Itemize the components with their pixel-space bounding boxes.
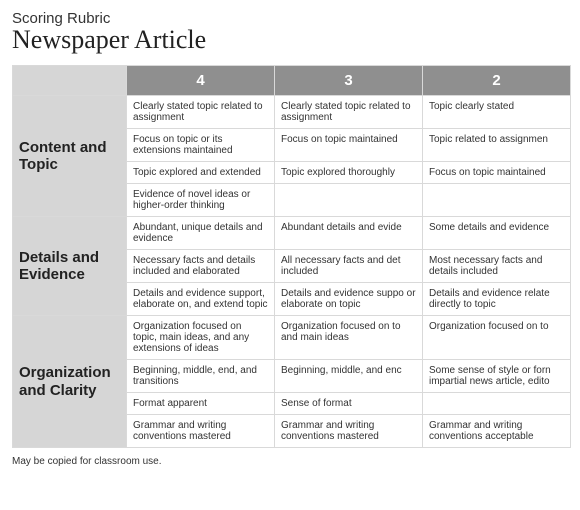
cell: Topic clearly stated — [423, 96, 571, 129]
section-label: Details and Evidence — [13, 217, 127, 316]
cell: Organization focused on to — [423, 316, 571, 360]
cell: Necessary facts and details included and… — [127, 250, 275, 283]
cell: Focus on topic or its extensions maintai… — [127, 129, 275, 162]
score-header-3: 3 — [275, 66, 423, 96]
rubric-body: Content and TopicClearly stated topic re… — [13, 96, 571, 448]
cell: Focus on topic maintained — [275, 129, 423, 162]
cell: Most necessary facts and details include… — [423, 250, 571, 283]
cell: Abundant, unique details and evidence — [127, 217, 275, 250]
cell: Beginning, middle, end, and transitions — [127, 360, 275, 393]
score-header-row: 4 3 2 — [13, 66, 571, 96]
cell — [275, 184, 423, 217]
cell: Organization focused on topic, main idea… — [127, 316, 275, 360]
cell: Topic explored and extended — [127, 162, 275, 184]
cell: Focus on topic maintained — [423, 162, 571, 184]
cell: Grammar and writing conventions mastered — [127, 415, 275, 448]
cell: Format apparent — [127, 393, 275, 415]
cell: Sense of format — [275, 393, 423, 415]
header: Scoring Rubric Newspaper Article — [12, 10, 568, 55]
section-label: Content and Topic — [13, 96, 127, 217]
cell — [423, 184, 571, 217]
cell: All necessary facts and det included — [275, 250, 423, 283]
cell: Details and evidence support, elaborate … — [127, 283, 275, 316]
table-row: Details and EvidenceAbundant, unique det… — [13, 217, 571, 250]
cell: Abundant details and evide — [275, 217, 423, 250]
score-header-4: 4 — [127, 66, 275, 96]
cell: Grammar and writing conventions mastered — [275, 415, 423, 448]
cell: Some details and evidence — [423, 217, 571, 250]
cell: Grammar and writing conventions acceptab… — [423, 415, 571, 448]
footer-note: May be copied for classroom use. — [12, 456, 568, 467]
cell: Beginning, middle, and enc — [275, 360, 423, 393]
section-label: Organization and Clarity — [13, 316, 127, 448]
cell: Details and evidence relate directly to … — [423, 283, 571, 316]
cell: Clearly stated topic related to assignme… — [275, 96, 423, 129]
cell: Organization focused on to and main idea… — [275, 316, 423, 360]
cell: Topic related to assignmen — [423, 129, 571, 162]
cell: Clearly stated topic related to assignme… — [127, 96, 275, 129]
corner-cell — [13, 66, 127, 96]
rubric-table: 4 3 2 Content and TopicClearly stated to… — [12, 65, 571, 448]
cell: Topic explored thoroughly — [275, 162, 423, 184]
table-row: Content and TopicClearly stated topic re… — [13, 96, 571, 129]
table-row: Organization and ClarityOrganization foc… — [13, 316, 571, 360]
cell: Evidence of novel ideas or higher-order … — [127, 184, 275, 217]
cell: Some sense of style or forn impartial ne… — [423, 360, 571, 393]
page-title: Newspaper Article — [12, 25, 568, 55]
cell: Details and evidence suppo or elaborate … — [275, 283, 423, 316]
cell — [423, 393, 571, 415]
score-header-2: 2 — [423, 66, 571, 96]
